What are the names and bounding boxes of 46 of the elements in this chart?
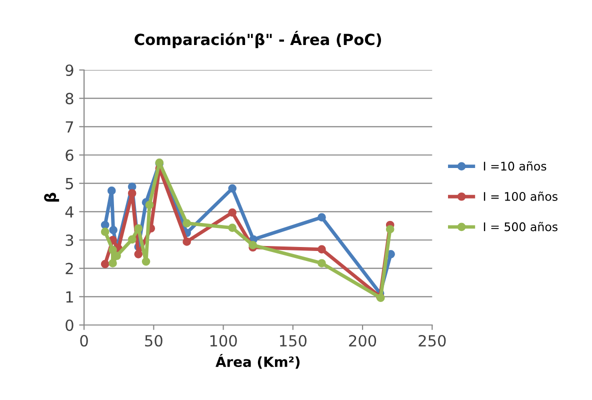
point [228,224,237,232]
point [318,213,326,222]
point [182,219,191,228]
y-tick-label: 8 [66,92,74,104]
point [100,220,110,230]
y-tick-label: 6 [66,149,74,162]
y-tick-label: 9 [66,64,74,76]
x-tick-label: 150 [280,334,306,347]
point [107,186,116,195]
point [182,238,191,246]
x-tick-label: 250 [418,334,446,347]
point [318,259,326,268]
point [108,259,117,268]
legend-label: I = 100 años [484,192,558,201]
point [108,246,117,254]
point [248,240,257,250]
x-tick-label: 0 [80,334,88,347]
y-tick-label: 0 [66,319,74,332]
y-tick-label: 4 [65,206,74,218]
point [100,260,110,268]
point [128,189,136,198]
x-tick-label: 50 [145,334,162,347]
point [318,245,326,254]
point [134,250,143,258]
point [128,182,136,191]
y-axis-title: β [44,192,60,202]
legend-label: I = 500 años [484,222,558,232]
y-tick-label: 7 [66,121,74,132]
legend-label: I =10 años [484,161,546,171]
point [109,226,118,234]
y-tick-label: 1 [66,291,73,302]
y-tick-label: 2 [66,262,73,274]
chart-title: Comparación"β" - Área (PoC) [134,30,382,48]
x-tick-label: 100 [210,334,237,347]
point [228,208,237,217]
point [142,257,150,266]
x-axis-title: Área (Km²) [216,354,300,369]
point [228,184,237,193]
x-tick-label: 200 [349,334,376,347]
point [128,235,136,244]
y-tick-label: 5 [66,178,74,190]
point [386,225,394,234]
y-tick-label: 3 [66,234,74,246]
point [134,224,143,233]
point [145,200,154,210]
point [100,228,110,236]
